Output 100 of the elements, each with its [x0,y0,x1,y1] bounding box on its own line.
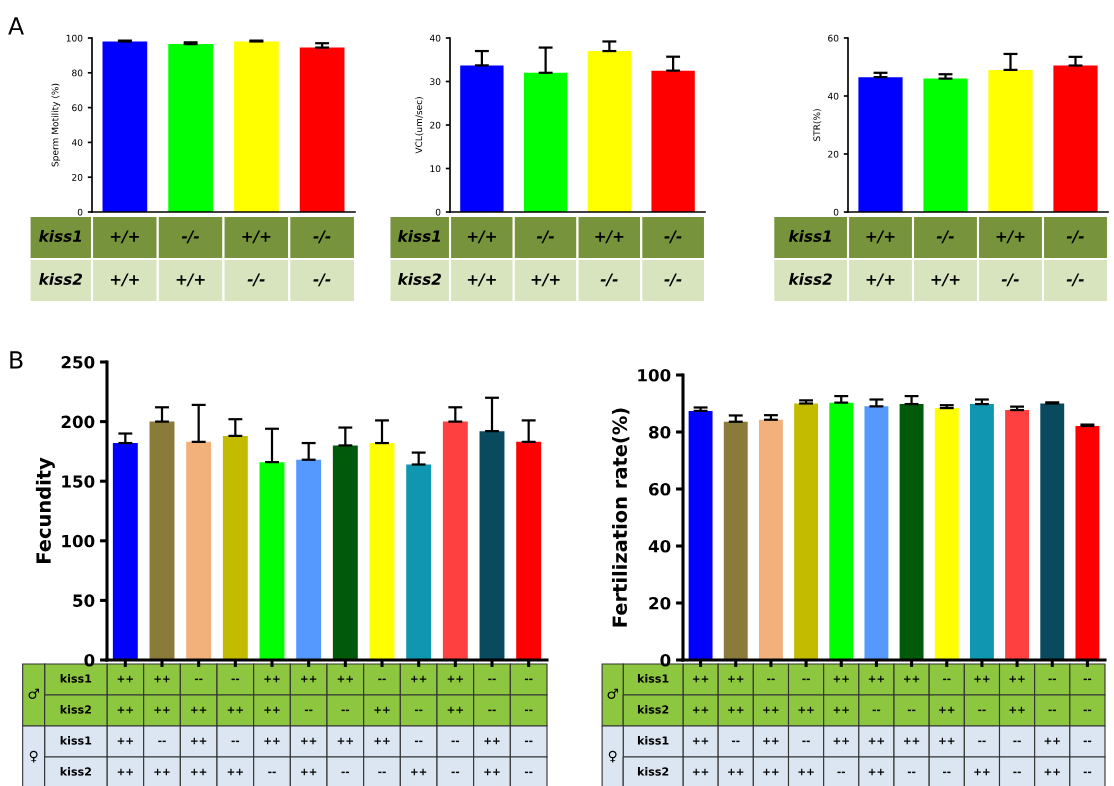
category-label: -- -- -- -- [1083,678,1092,774]
category-label: ++ ++ ++ -- [833,675,849,774]
y-tick-label: 60 [649,482,671,496]
category-label: +/+ -/- [242,230,271,287]
category-label: -- -- ++ ++ [484,678,500,776]
text: kiss2 [788,273,832,285]
category-label: ++ ++ ++ ++ [117,675,133,776]
category-label: -/- +/+ [176,230,205,287]
text: ♀ [608,750,617,763]
y-axis-title: STR(%) [813,109,822,141]
bar [149,421,175,660]
text: kiss2 [637,705,669,714]
y-tick-label: 150 [62,475,95,488]
category-label: ++ -- -- ++ [974,675,990,776]
y-axis-title: VCL(um/sec) [415,97,424,154]
category-label: +/+ -/- [595,230,624,287]
text: ♀ [29,750,38,763]
y-tick-label: 20 [430,121,441,129]
bar [234,41,279,212]
bar [1075,426,1100,660]
text: ♂ [607,688,618,700]
y-tick-label: 0 [435,208,441,216]
y-tick-label: 40 [827,92,839,100]
text: kiss2 [39,273,83,285]
category-label: -- ++ ++ ++ [191,678,207,776]
category-label: -/- +/+ [931,230,960,287]
category-label: -/- -/- [664,230,682,287]
category-label: -- ++ ++ -- [374,678,390,774]
text: kiss2 [60,705,91,714]
category-label: -/- -/- [313,230,331,287]
category-label: +/+ -/- [996,230,1025,287]
category-label: ++ ++ -- -- [1009,675,1025,774]
bar [442,421,468,660]
category-label: ++ -- ++ -- [337,675,353,774]
y-tick-label: 20 [72,173,83,181]
y-tick-label: 100 [62,534,95,548]
category-label: ++ ++ ++ -- [264,675,280,774]
bar [406,464,432,660]
category-label: ++ -- ++ -- [903,675,920,774]
y-axis-title: Sperm Motility (%) [51,83,61,167]
bar [688,410,713,660]
category-label: -- ++ ++ -- [939,678,955,774]
bar [299,47,345,212]
text: kiss2 [60,767,91,776]
y-tick-label: 100 [638,368,671,382]
category-label: ++ ++ ++ ++ [692,675,709,776]
y-tick-label: 20 [828,150,839,158]
category-label: -- -- -- -- [524,678,533,774]
bar [112,443,138,660]
category-label: ++ ++ -- ++ [728,675,744,776]
category-label: -- ++ ++ ++ [763,678,779,776]
bar [794,403,819,660]
bar [829,402,854,660]
y-tick-label: 20 [649,596,671,610]
y-tick-label: 30 [430,78,441,86]
y-tick-label: 0 [660,653,671,667]
chart-title: B [10,351,23,369]
text: kiss1 [60,736,92,745]
text: kiss1 [39,230,82,242]
bar [523,72,568,212]
y-tick-label: 60 [72,104,83,112]
bar [651,70,695,212]
text: kiss1 [60,674,92,683]
y-tick-label: 200 [61,415,95,429]
category-label: -- ++ -- ++ [227,678,243,776]
category-label: +/+ +/+ [866,230,895,287]
category-label: -/- +/+ [531,230,560,287]
bar [168,44,213,212]
y-tick-label: 40 [648,539,671,553]
bar [587,51,632,212]
y-tick-label: 0 [833,208,839,216]
y-axis-title: Fertilization rate(%) [612,408,630,627]
text: kiss1 [788,230,831,242]
category-label: ++ -- ++ ++ [868,675,885,776]
chart-title: A [8,17,24,35]
bar [934,408,959,660]
y-tick-label: 250 [61,355,95,369]
bar [969,404,994,660]
y-tick-label: 10 [430,165,441,173]
category-label: ++ -- -- ++ [411,675,427,776]
category-label: +/+ +/+ [110,230,139,287]
bar [222,435,248,660]
bar [332,445,358,660]
bar [758,419,783,660]
text: kiss1 [398,230,441,242]
category-label: ++ ++ -- ++ [154,675,170,776]
bar [899,404,924,660]
text: kiss1 [637,674,669,683]
y-tick-label: 60 [828,34,839,42]
y-tick-label: 40 [429,34,441,42]
bar [1040,403,1065,660]
text: kiss2 [637,767,669,776]
bar [296,459,322,660]
y-tick-label: 40 [71,139,83,146]
bar [864,406,889,660]
text: kiss2 [398,273,441,285]
y-tick-label: 100 [66,34,83,42]
bar [259,462,285,660]
bar [102,41,148,212]
text: ♂ [28,688,39,700]
